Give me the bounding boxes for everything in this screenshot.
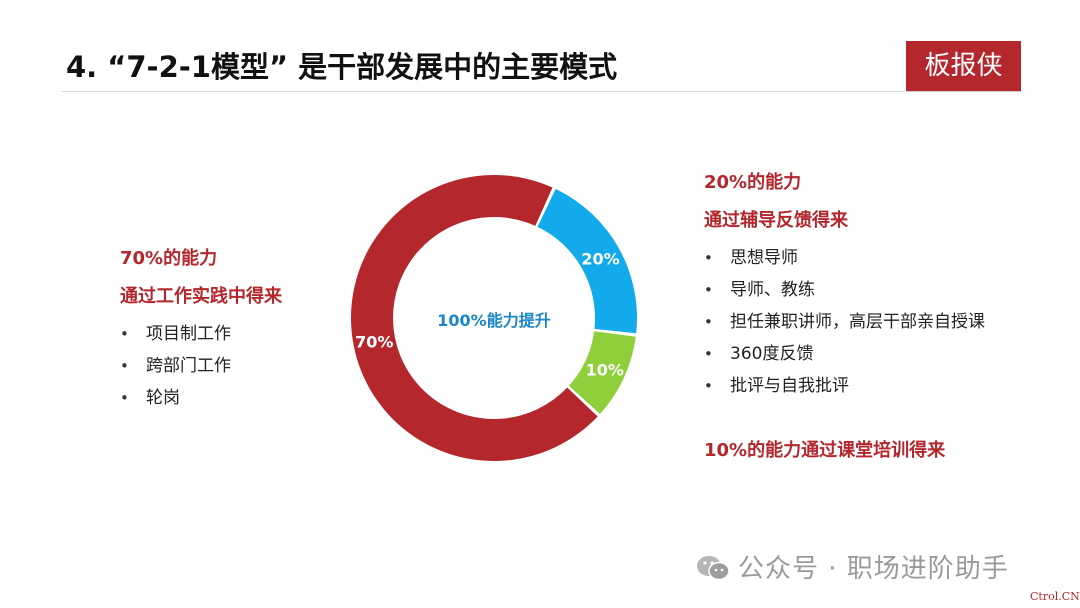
- left-heading-source: 通过工作实践中得来: [120, 286, 282, 307]
- watermark-text: 公众号 · 职场进阶助手: [738, 554, 1009, 584]
- brand-badge: 板报侠: [906, 41, 1021, 91]
- slice-label-10: 10%: [586, 360, 624, 379]
- page-title: 4. “7-2-1模型” 是干部发展中的主要模式: [66, 50, 618, 84]
- donut-slice-10: [568, 331, 636, 414]
- title-divider: [62, 91, 1022, 92]
- donut-slice-20: [537, 188, 637, 334]
- slice-label-20: 20%: [581, 250, 619, 269]
- list-item: 项目制工作: [120, 318, 282, 350]
- list-item: 担任兼职讲师，高层干部亲自授课: [704, 306, 985, 338]
- donut-center-label: 100%能力提升: [437, 311, 550, 330]
- slice-label-70: 70%: [355, 333, 393, 352]
- right-footer-heading: 10%的能力通过课堂培训得来: [704, 440, 946, 461]
- list-item: 360度反馈: [704, 338, 985, 370]
- left-panel: 70%的能力 通过工作实践中得来 项目制工作 跨部门工作 轮岗: [120, 244, 282, 414]
- left-bullet-list: 项目制工作 跨部门工作 轮岗: [120, 318, 282, 414]
- right-heading-source: 通过辅导反馈得来: [704, 210, 848, 231]
- donut-slice-70: [350, 175, 598, 462]
- right-panel: 20%的能力 通过辅导反馈得来 思想导师 导师、教练 担任兼职讲师，高层干部亲自…: [704, 168, 985, 402]
- donut-slices: 20% 10% 70%: [350, 175, 637, 462]
- wechat-icon: [697, 556, 730, 581]
- site-label: Ctrol.CN: [1030, 590, 1080, 603]
- list-item: 批评与自我批评: [704, 370, 985, 402]
- watermark: 公众号 · 职场进阶助手: [696, 548, 1009, 585]
- list-item: 跨部门工作: [120, 350, 282, 382]
- list-item: 轮岗: [120, 382, 282, 414]
- right-heading-percent: 20%的能力: [704, 172, 802, 193]
- left-heading-percent: 70%的能力: [120, 248, 218, 269]
- list-item: 导师、教练: [704, 274, 985, 306]
- right-bullet-list: 思想导师 导师、教练 担任兼职讲师，高层干部亲自授课 360度反馈 批评与自我批…: [704, 242, 985, 402]
- list-item: 思想导师: [704, 242, 985, 274]
